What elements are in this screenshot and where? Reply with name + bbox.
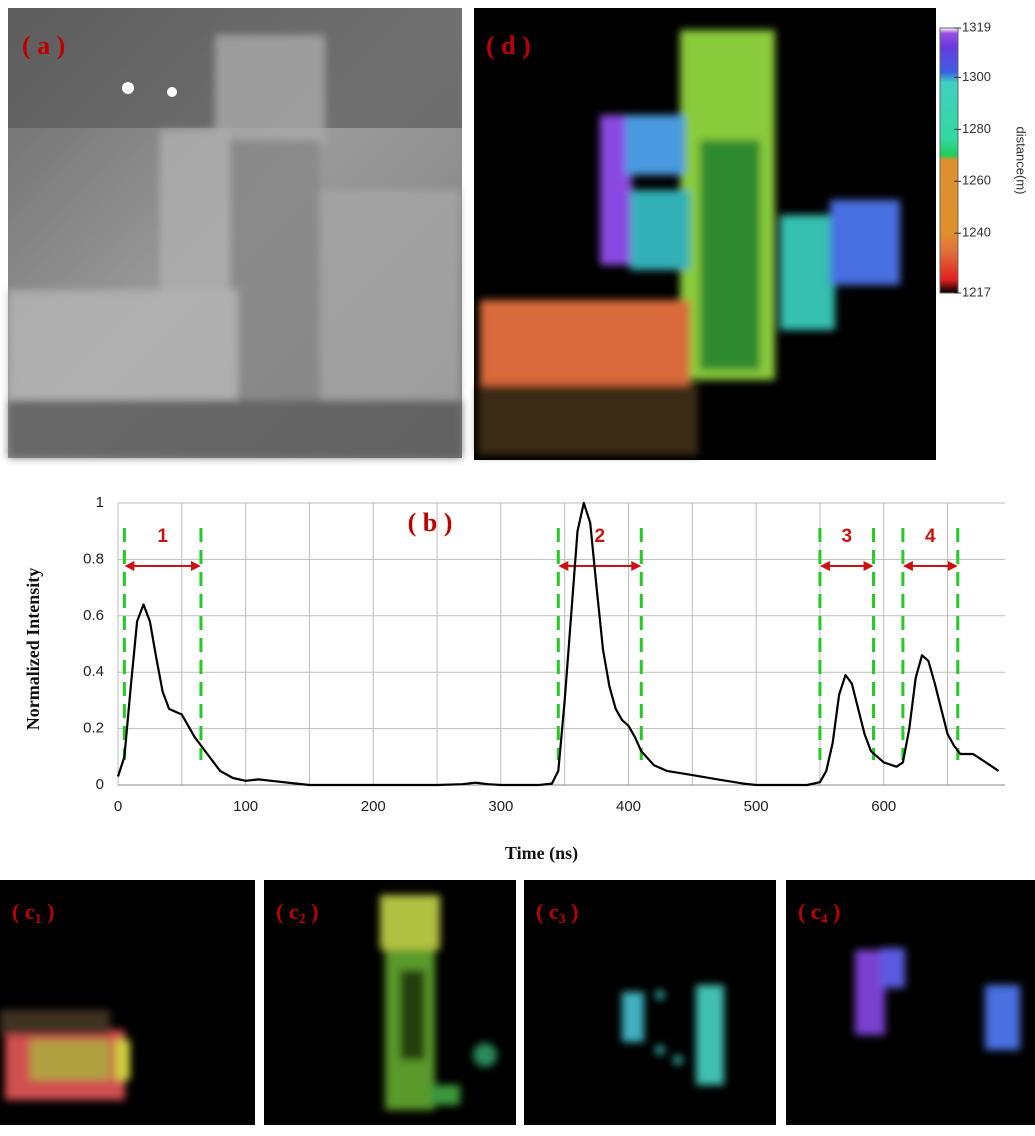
panel-label: ( c3 ) <box>536 899 578 927</box>
y-tick-label: 0.4 <box>83 663 104 680</box>
colorbar: 1319 1300 1280 1260 1240 1217 distance(m) <box>940 19 1029 299</box>
panel-label: ( c2 ) <box>276 899 318 927</box>
label-part: 2 <box>299 912 306 927</box>
label-part: ( c <box>798 899 821 924</box>
label-part: 1 <box>35 912 42 927</box>
x-axis-title: Time (ns) <box>505 843 578 864</box>
y-tick-label: 0 <box>96 776 104 793</box>
figure: ( a ) ( d ) 131913001280126012401217dist… <box>0 0 1035 1131</box>
window-label: 2 <box>594 526 605 547</box>
y-axis-title: Normalized Intensity <box>23 568 43 730</box>
colorbar-title: distance(m) <box>1014 127 1029 195</box>
x-tick-label: 200 <box>361 798 386 815</box>
colorbar-tick-label: 1260 <box>962 173 991 188</box>
label-part: ) <box>42 899 55 924</box>
x-tick-label: 400 <box>616 798 641 815</box>
panel-label: ( c4 ) <box>798 899 840 927</box>
window-label: 4 <box>925 526 936 547</box>
colorbar-tick-label: 1319 <box>962 19 991 34</box>
chart: 0 0.2 0.4 0.6 0.8 1 0 100 200 300 400 500 600 Time (n… <box>23 494 1005 864</box>
photo-a <box>8 8 462 458</box>
label-part: 3 <box>559 912 566 927</box>
label-part: ( c <box>12 899 35 924</box>
page: {"chart_data": [ {"type": "line", "xlabe… <box>0 0 1035 1131</box>
label-part: ) <box>306 899 319 924</box>
label-part: ( c <box>536 899 559 924</box>
label-part: ( c <box>276 899 299 924</box>
colorbar-tick-label: 1280 <box>962 121 991 136</box>
panel-label: ( b ) <box>408 508 453 537</box>
depth-image-d <box>474 8 936 460</box>
label-part: ) <box>828 899 841 924</box>
y-tick-label: 0.6 <box>83 607 104 624</box>
colorbar-tick-label: 1240 <box>962 225 991 240</box>
x-tick-label: 100 <box>233 798 258 815</box>
y-tick-label: 0.2 <box>83 720 104 737</box>
panel-label: ( c1 ) <box>12 899 54 927</box>
panel-label: ( d ) <box>486 31 531 60</box>
window-label: 1 <box>157 526 168 547</box>
x-tick-label: 600 <box>871 798 896 815</box>
x-tick-label: 0 <box>114 798 122 815</box>
x-tick-label: 500 <box>744 798 769 815</box>
colorbar-tick-label: 1217 <box>962 284 991 299</box>
window-label: 3 <box>841 526 852 547</box>
x-tick-label: 300 <box>488 798 513 815</box>
label-part: 4 <box>821 912 828 927</box>
panel-label: ( a ) <box>22 31 65 60</box>
colorbar-fill <box>940 28 958 293</box>
label-part: ) <box>566 899 579 924</box>
y-tick-label: 0.8 <box>83 550 104 567</box>
y-tick-label: 1 <box>96 494 104 511</box>
colorbar-tick-label: 1300 <box>962 69 991 84</box>
